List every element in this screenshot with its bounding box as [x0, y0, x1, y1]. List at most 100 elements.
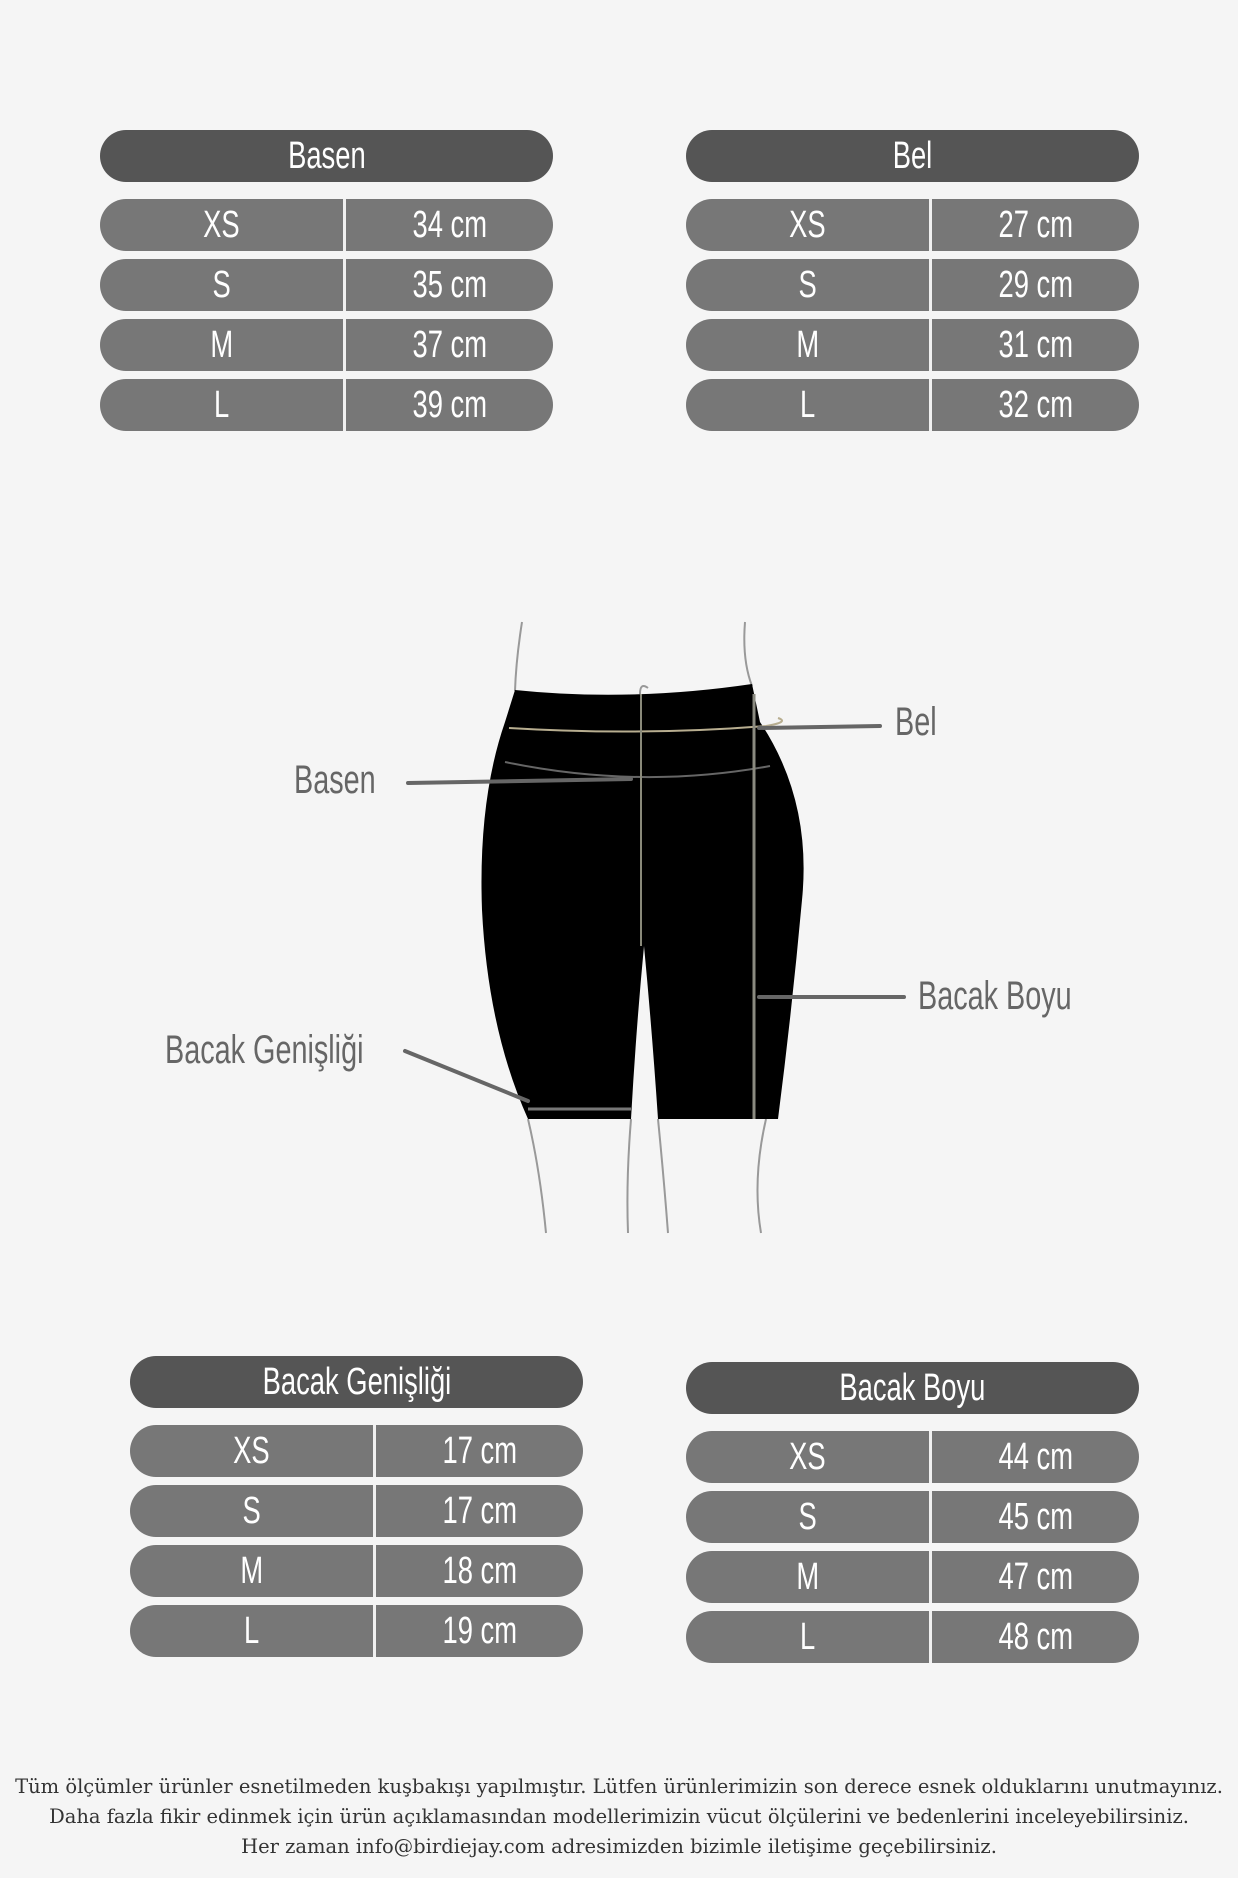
value-cell: 48 cm — [932, 1611, 1139, 1663]
value-cell: 29 cm — [932, 259, 1139, 311]
label-bacak-boyu: Bacak Boyu — [918, 974, 1131, 1019]
size-cell: S — [686, 1491, 932, 1543]
size-cell: XS — [100, 199, 346, 251]
footer-line: Daha fazla fikir edinmek için ürün açıkl… — [49, 1805, 1189, 1828]
value-text: 34 cm — [412, 203, 487, 246]
value-text: 27 cm — [998, 203, 1073, 246]
table-row: L 32 cm — [686, 379, 1139, 431]
body-outline — [756, 1118, 767, 1234]
value-cell: 37 cm — [346, 319, 553, 371]
size-cell: S — [130, 1485, 376, 1537]
table-row: XS 34 cm — [100, 199, 553, 251]
size-cell: M — [686, 1551, 932, 1603]
value-text: 37 cm — [412, 323, 487, 366]
table-header: Basen — [100, 130, 553, 182]
value-text: 48 cm — [998, 1615, 1073, 1658]
body-outline — [657, 1118, 669, 1234]
size-cell: XS — [130, 1425, 376, 1477]
footer-note: Tüm ölçümler ürünler esnetilmeden kuşbak… — [0, 1772, 1238, 1862]
table-row: XS 44 cm — [686, 1431, 1139, 1483]
table-row: S 29 cm — [686, 259, 1139, 311]
value-text: 44 cm — [998, 1435, 1073, 1478]
table-row: XS 27 cm — [686, 199, 1139, 251]
size-text: M — [796, 1555, 819, 1598]
size-cell: S — [100, 259, 346, 311]
size-text: M — [210, 323, 233, 366]
label-basen-text: Basen — [294, 758, 376, 802]
label-bacak-genisligi-text: Bacak Genişliği — [165, 1028, 364, 1072]
label-bacak-genisligi: Bacak Genişliği — [165, 1028, 441, 1073]
size-cell: L — [130, 1605, 376, 1657]
size-cell: M — [686, 319, 932, 371]
table-title: Bel — [892, 134, 933, 177]
size-text: L — [799, 383, 816, 426]
table-header: Bacak Genişliği — [130, 1356, 583, 1408]
value-cell: 18 cm — [376, 1545, 583, 1597]
waist-measure-line — [508, 717, 783, 733]
table-row: XS 17 cm — [130, 1425, 583, 1477]
table-title: Bacak Boyu — [839, 1366, 986, 1409]
size-cell: L — [100, 379, 346, 431]
label-basen: Basen — [294, 758, 407, 803]
table-row: M 47 cm — [686, 1551, 1139, 1603]
value-text: 17 cm — [442, 1489, 517, 1532]
value-text: 29 cm — [998, 263, 1073, 306]
shorts-silhouette — [481, 684, 804, 1119]
value-text: 47 cm — [998, 1555, 1073, 1598]
table-row: L 48 cm — [686, 1611, 1139, 1663]
body-outline — [626, 1118, 632, 1234]
table-title: Bacak Genişliği — [262, 1360, 451, 1403]
value-cell: 17 cm — [376, 1425, 583, 1477]
table-row: M 37 cm — [100, 319, 553, 371]
table-row: S 17 cm — [130, 1485, 583, 1537]
table-header: Bel — [686, 130, 1139, 182]
table-title: Basen — [287, 134, 366, 177]
value-cell: 34 cm — [346, 199, 553, 251]
table-row: L 39 cm — [100, 379, 553, 431]
value-text: 17 cm — [442, 1429, 517, 1472]
size-text: S — [212, 263, 231, 306]
bel-pointer — [757, 724, 882, 730]
table-row: M 31 cm — [686, 319, 1139, 371]
size-text: S — [798, 1495, 817, 1538]
table-row: L 19 cm — [130, 1605, 583, 1657]
size-cell: L — [686, 379, 932, 431]
body-outline — [514, 621, 523, 692]
table-header: Bacak Boyu — [686, 1362, 1139, 1414]
value-cell: 45 cm — [932, 1491, 1139, 1543]
size-text: S — [798, 263, 817, 306]
label-bacak-boyu-text: Bacak Boyu — [918, 974, 1072, 1018]
size-cell: L — [686, 1611, 932, 1663]
size-text: XS — [789, 203, 826, 246]
hip-measure-line — [504, 761, 771, 779]
value-text: 45 cm — [998, 1495, 1073, 1538]
value-cell: 47 cm — [932, 1551, 1139, 1603]
value-cell: 19 cm — [376, 1605, 583, 1657]
value-cell: 39 cm — [346, 379, 553, 431]
value-text: 18 cm — [442, 1549, 517, 1592]
body-outline — [527, 1118, 547, 1234]
value-cell: 27 cm — [932, 199, 1139, 251]
table-row: S 35 cm — [100, 259, 553, 311]
label-bel: Bel — [895, 700, 953, 745]
size-cell: M — [130, 1545, 376, 1597]
value-text: 31 cm — [998, 323, 1073, 366]
value-text: 32 cm — [998, 383, 1073, 426]
value-text: 35 cm — [412, 263, 487, 306]
size-cell: XS — [686, 1431, 932, 1483]
size-text: M — [240, 1549, 263, 1592]
size-text: XS — [789, 1435, 826, 1478]
footer-line: Tüm ölçümler ürünler esnetilmeden kuşbak… — [15, 1775, 1223, 1798]
value-text: 19 cm — [442, 1609, 517, 1652]
size-text: S — [242, 1489, 261, 1532]
size-text: L — [243, 1609, 260, 1652]
value-cell: 17 cm — [376, 1485, 583, 1537]
size-text: M — [796, 323, 819, 366]
label-bel-text: Bel — [895, 700, 937, 744]
size-text: XS — [233, 1429, 270, 1472]
value-cell: 35 cm — [346, 259, 553, 311]
basen-pointer — [406, 777, 633, 785]
bacak-genisligi-pointer — [403, 1049, 530, 1103]
navel — [639, 685, 649, 695]
